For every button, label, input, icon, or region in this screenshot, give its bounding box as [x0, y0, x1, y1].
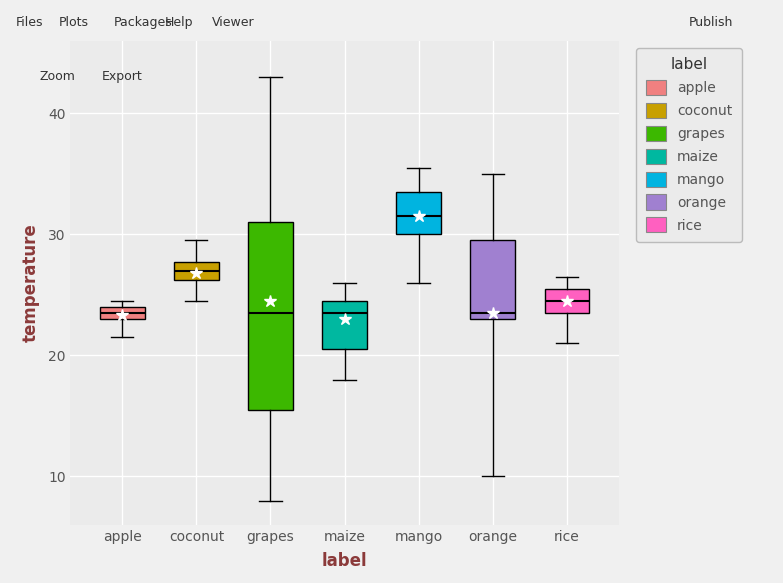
Legend: apple, coconut, grapes, maize, mango, orange, rice: apple, coconut, grapes, maize, mango, or…: [637, 48, 742, 242]
PathPatch shape: [100, 307, 145, 319]
Text: Zoom: Zoom: [39, 71, 75, 83]
PathPatch shape: [323, 301, 366, 349]
Text: Export: Export: [102, 71, 143, 83]
Text: Files: Files: [16, 16, 43, 29]
PathPatch shape: [396, 192, 441, 234]
PathPatch shape: [248, 222, 293, 410]
Text: Help: Help: [164, 16, 193, 29]
Text: Plots: Plots: [59, 16, 88, 29]
PathPatch shape: [174, 262, 218, 280]
Text: Packages: Packages: [114, 16, 172, 29]
Text: Publish: Publish: [689, 16, 734, 29]
Y-axis label: temperature: temperature: [22, 223, 40, 342]
PathPatch shape: [544, 289, 589, 313]
X-axis label: label: label: [322, 552, 367, 570]
Text: Viewer: Viewer: [211, 16, 254, 29]
PathPatch shape: [471, 240, 515, 319]
